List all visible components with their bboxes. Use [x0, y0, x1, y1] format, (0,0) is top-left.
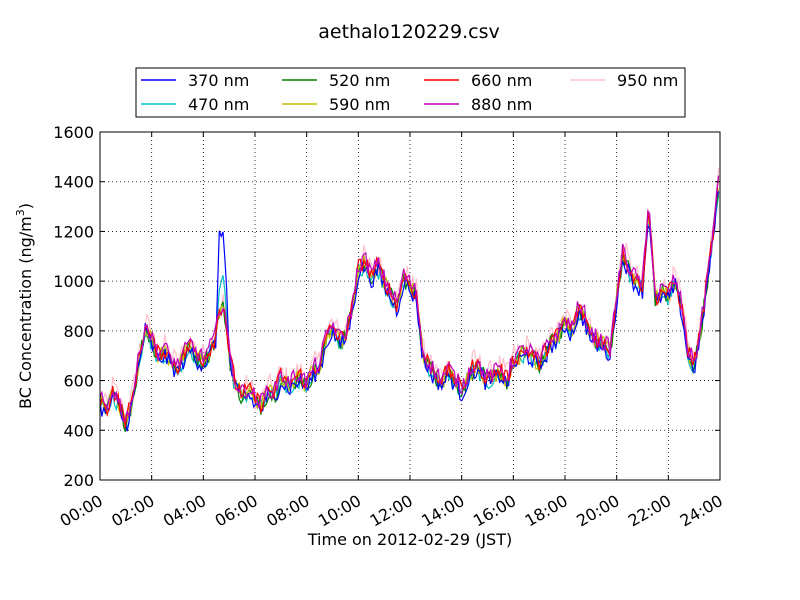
x-tick-label: 02:00: [108, 491, 157, 531]
y-tick-label: 1200: [53, 222, 94, 241]
chart-title: aethalo120229.csv: [318, 21, 500, 43]
y-tick-label: 400: [63, 421, 94, 440]
series-lines: [99, 168, 720, 432]
y-tick-label: 600: [63, 372, 94, 391]
x-tick-label: 00:00: [57, 491, 106, 531]
x-tick-label: 24:00: [677, 491, 726, 531]
x-tick-label: 16:00: [470, 491, 519, 531]
x-tick-label: 18:00: [522, 491, 571, 531]
x-tick-label: 20:00: [573, 491, 622, 531]
x-axis-label: Time on 2012-02-29 (JST): [307, 530, 512, 549]
y-tick-label: 200: [63, 471, 94, 490]
legend-label: 880 nm: [471, 95, 532, 114]
x-tick-label: 04:00: [160, 491, 209, 531]
y-axis-ticks: 200 400 600 800 1000 1200 1400 1600: [53, 123, 720, 490]
legend-label: 950 nm: [617, 71, 678, 90]
legend-label: 590 nm: [329, 95, 390, 114]
x-tick-label: 08:00: [263, 491, 312, 531]
y-tick-label: 1600: [53, 123, 94, 142]
y-tick-label: 1400: [53, 173, 94, 192]
x-tick-label: 12:00: [367, 491, 416, 531]
series-line-880-nm: [99, 175, 720, 422]
legend-label: 370 nm: [188, 71, 249, 90]
x-tick-label: 14:00: [418, 491, 467, 531]
y-axis-label: BC Concentration (ng/m3): [14, 203, 35, 409]
legend-label: 520 nm: [329, 71, 390, 90]
legend-label: 470 nm: [188, 95, 249, 114]
x-tick-label: 06:00: [212, 491, 261, 531]
x-tick-label: 22:00: [625, 491, 674, 531]
grid: [100, 132, 720, 480]
legend-box: [135, 67, 686, 118]
y-tick-label: 1000: [53, 272, 94, 291]
legend-label: 660 nm: [471, 71, 532, 90]
y-tick-label: 800: [63, 322, 94, 341]
legend: 370 nm 470 nm 520 nm 590 nm 660 nm 880 nm 950 …: [141, 71, 678, 114]
x-tick-label: 10:00: [315, 491, 364, 531]
